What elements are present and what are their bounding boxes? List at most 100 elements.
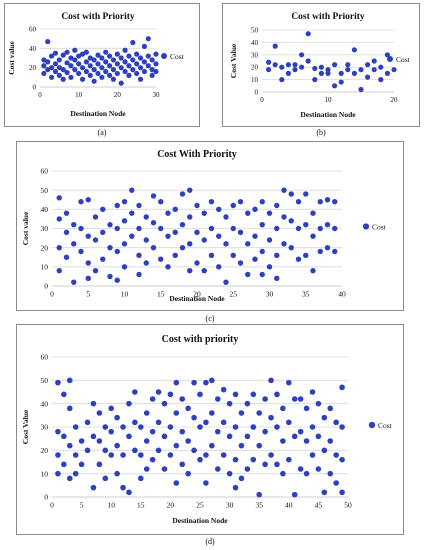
data-point <box>208 198 215 205</box>
data-point <box>92 214 99 220</box>
legend-marker <box>362 223 370 230</box>
data-point <box>122 68 128 75</box>
data-point <box>143 410 150 416</box>
data-point <box>121 218 128 224</box>
data-point <box>56 65 62 71</box>
data-point <box>56 57 62 63</box>
data-point <box>130 57 136 63</box>
data-point <box>85 275 91 282</box>
data-point <box>203 419 209 426</box>
data-point <box>149 456 156 463</box>
data-point <box>90 484 97 491</box>
data-point <box>118 55 124 61</box>
data-point <box>56 72 62 78</box>
data-point <box>99 65 105 71</box>
data-point <box>262 461 268 468</box>
data-point <box>55 452 61 458</box>
data-point <box>126 400 132 407</box>
data-point <box>83 68 89 75</box>
data-point <box>295 225 302 232</box>
data-point <box>281 214 287 220</box>
data-point <box>145 36 151 42</box>
data-point <box>92 267 99 274</box>
data-point <box>187 241 193 247</box>
data-point <box>102 424 109 430</box>
data-point <box>155 389 162 395</box>
data-point <box>110 57 117 63</box>
data-point <box>201 267 207 274</box>
data-point <box>179 428 186 435</box>
data-point <box>274 461 280 468</box>
data-point <box>99 55 105 61</box>
data-point <box>120 452 126 458</box>
data-point <box>292 67 298 73</box>
data-point <box>126 489 132 496</box>
data-point <box>150 244 157 251</box>
x-tick-label: 15 <box>157 290 165 299</box>
data-point <box>332 248 338 255</box>
data-point <box>272 43 278 49</box>
scatter-chart-a: Cost with Priority 0 20 40 60 0 10 20 30 Destinat… <box>7 12 185 118</box>
data-point <box>288 218 294 224</box>
y-tick-label: 50 <box>41 186 49 195</box>
data-point <box>262 396 268 402</box>
scatter-chart-d: Cost with priority 0 10 20 30 40 50 60 0 5 10 15 20 2… <box>21 334 393 525</box>
data-point <box>187 214 193 220</box>
data-point <box>194 229 200 236</box>
data-point <box>45 59 51 65</box>
data-point <box>137 65 144 71</box>
data-point <box>158 225 164 232</box>
data-point <box>250 391 257 398</box>
data-point <box>266 237 273 243</box>
data-point <box>303 405 310 412</box>
data-point <box>134 61 140 67</box>
caption-d: (d) <box>205 537 215 546</box>
data-point <box>76 53 82 59</box>
data-point <box>137 76 144 82</box>
data-point <box>92 237 99 243</box>
data-point <box>49 74 55 80</box>
data-point <box>143 466 150 472</box>
data-point <box>91 78 97 84</box>
data-point <box>338 70 344 76</box>
data-point <box>141 43 147 50</box>
data-point <box>191 414 197 421</box>
data-point <box>52 68 59 75</box>
data-point <box>95 52 101 58</box>
data-point <box>203 379 209 386</box>
data-point <box>327 405 334 412</box>
legend-label: Cost <box>372 223 387 232</box>
data-point <box>134 51 140 57</box>
data-point <box>252 206 258 213</box>
data-point <box>138 452 144 458</box>
data-point <box>332 62 338 68</box>
data-point <box>155 447 162 454</box>
data-point <box>153 51 159 57</box>
data-point <box>61 391 67 398</box>
data-point <box>130 39 136 46</box>
data-point <box>114 442 120 449</box>
data-point <box>45 67 51 73</box>
data-point <box>165 264 171 270</box>
y-axis-label: Cost Value <box>21 409 30 444</box>
data-point <box>114 248 120 255</box>
data-point <box>129 233 135 239</box>
data-point <box>161 466 168 472</box>
data-point <box>173 379 180 386</box>
data-point <box>66 405 73 412</box>
data-point <box>209 442 215 449</box>
x-tick-label: 20 <box>391 96 399 104</box>
y-tick-label: 30 <box>251 51 259 59</box>
data-point <box>41 63 47 69</box>
data-point <box>56 195 62 201</box>
data-point <box>197 391 203 398</box>
data-point <box>72 47 78 53</box>
data-point <box>339 424 345 430</box>
data-point <box>324 244 331 251</box>
data-point <box>153 61 159 67</box>
data-point <box>56 267 62 274</box>
data-point <box>41 57 47 63</box>
data-point <box>209 377 215 384</box>
data-point <box>149 67 155 73</box>
data-point <box>274 225 280 232</box>
